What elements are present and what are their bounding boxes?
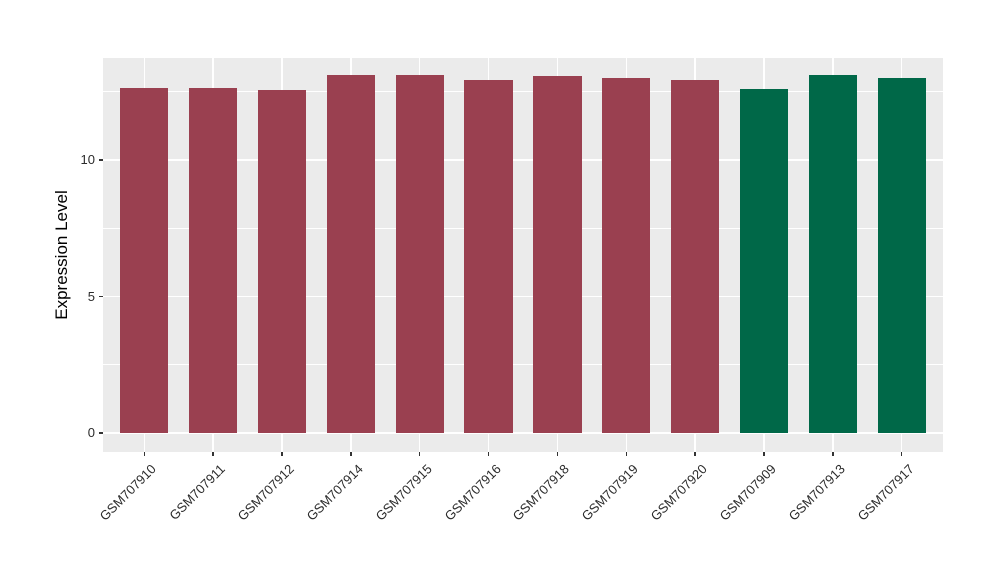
bar xyxy=(533,76,582,433)
x-tick xyxy=(832,452,834,456)
x-tick xyxy=(487,452,490,456)
plot-panel xyxy=(103,58,943,452)
y-tick-label: 5 xyxy=(87,288,95,304)
gridline-major xyxy=(103,432,943,434)
gridline-major xyxy=(103,295,943,298)
x-tick xyxy=(556,452,559,456)
x-tick xyxy=(625,452,628,456)
gridline-major xyxy=(103,159,943,161)
bar xyxy=(808,75,857,433)
gridline-minor xyxy=(103,364,943,366)
bar xyxy=(602,77,651,433)
x-tick xyxy=(763,452,765,456)
y-tick xyxy=(99,432,103,434)
x-tick xyxy=(143,452,146,456)
bar xyxy=(257,90,307,433)
gridline-minor xyxy=(103,91,943,93)
bar xyxy=(877,77,926,433)
bar xyxy=(464,79,513,433)
bar xyxy=(739,89,789,433)
bar xyxy=(189,88,238,433)
x-tick xyxy=(900,452,903,456)
bar xyxy=(395,74,444,433)
y-tick xyxy=(99,295,103,298)
x-tick xyxy=(418,452,421,456)
y-tick-label: 0 xyxy=(87,425,95,440)
bar xyxy=(671,80,720,433)
bar xyxy=(326,75,375,433)
x-tick xyxy=(281,452,283,456)
x-tick xyxy=(212,452,214,456)
y-tick-label: 10 xyxy=(80,152,95,167)
gridline-minor xyxy=(103,227,943,229)
y-tick xyxy=(99,159,103,161)
bar xyxy=(120,88,169,433)
x-tick xyxy=(350,452,352,456)
x-tick xyxy=(694,452,696,456)
